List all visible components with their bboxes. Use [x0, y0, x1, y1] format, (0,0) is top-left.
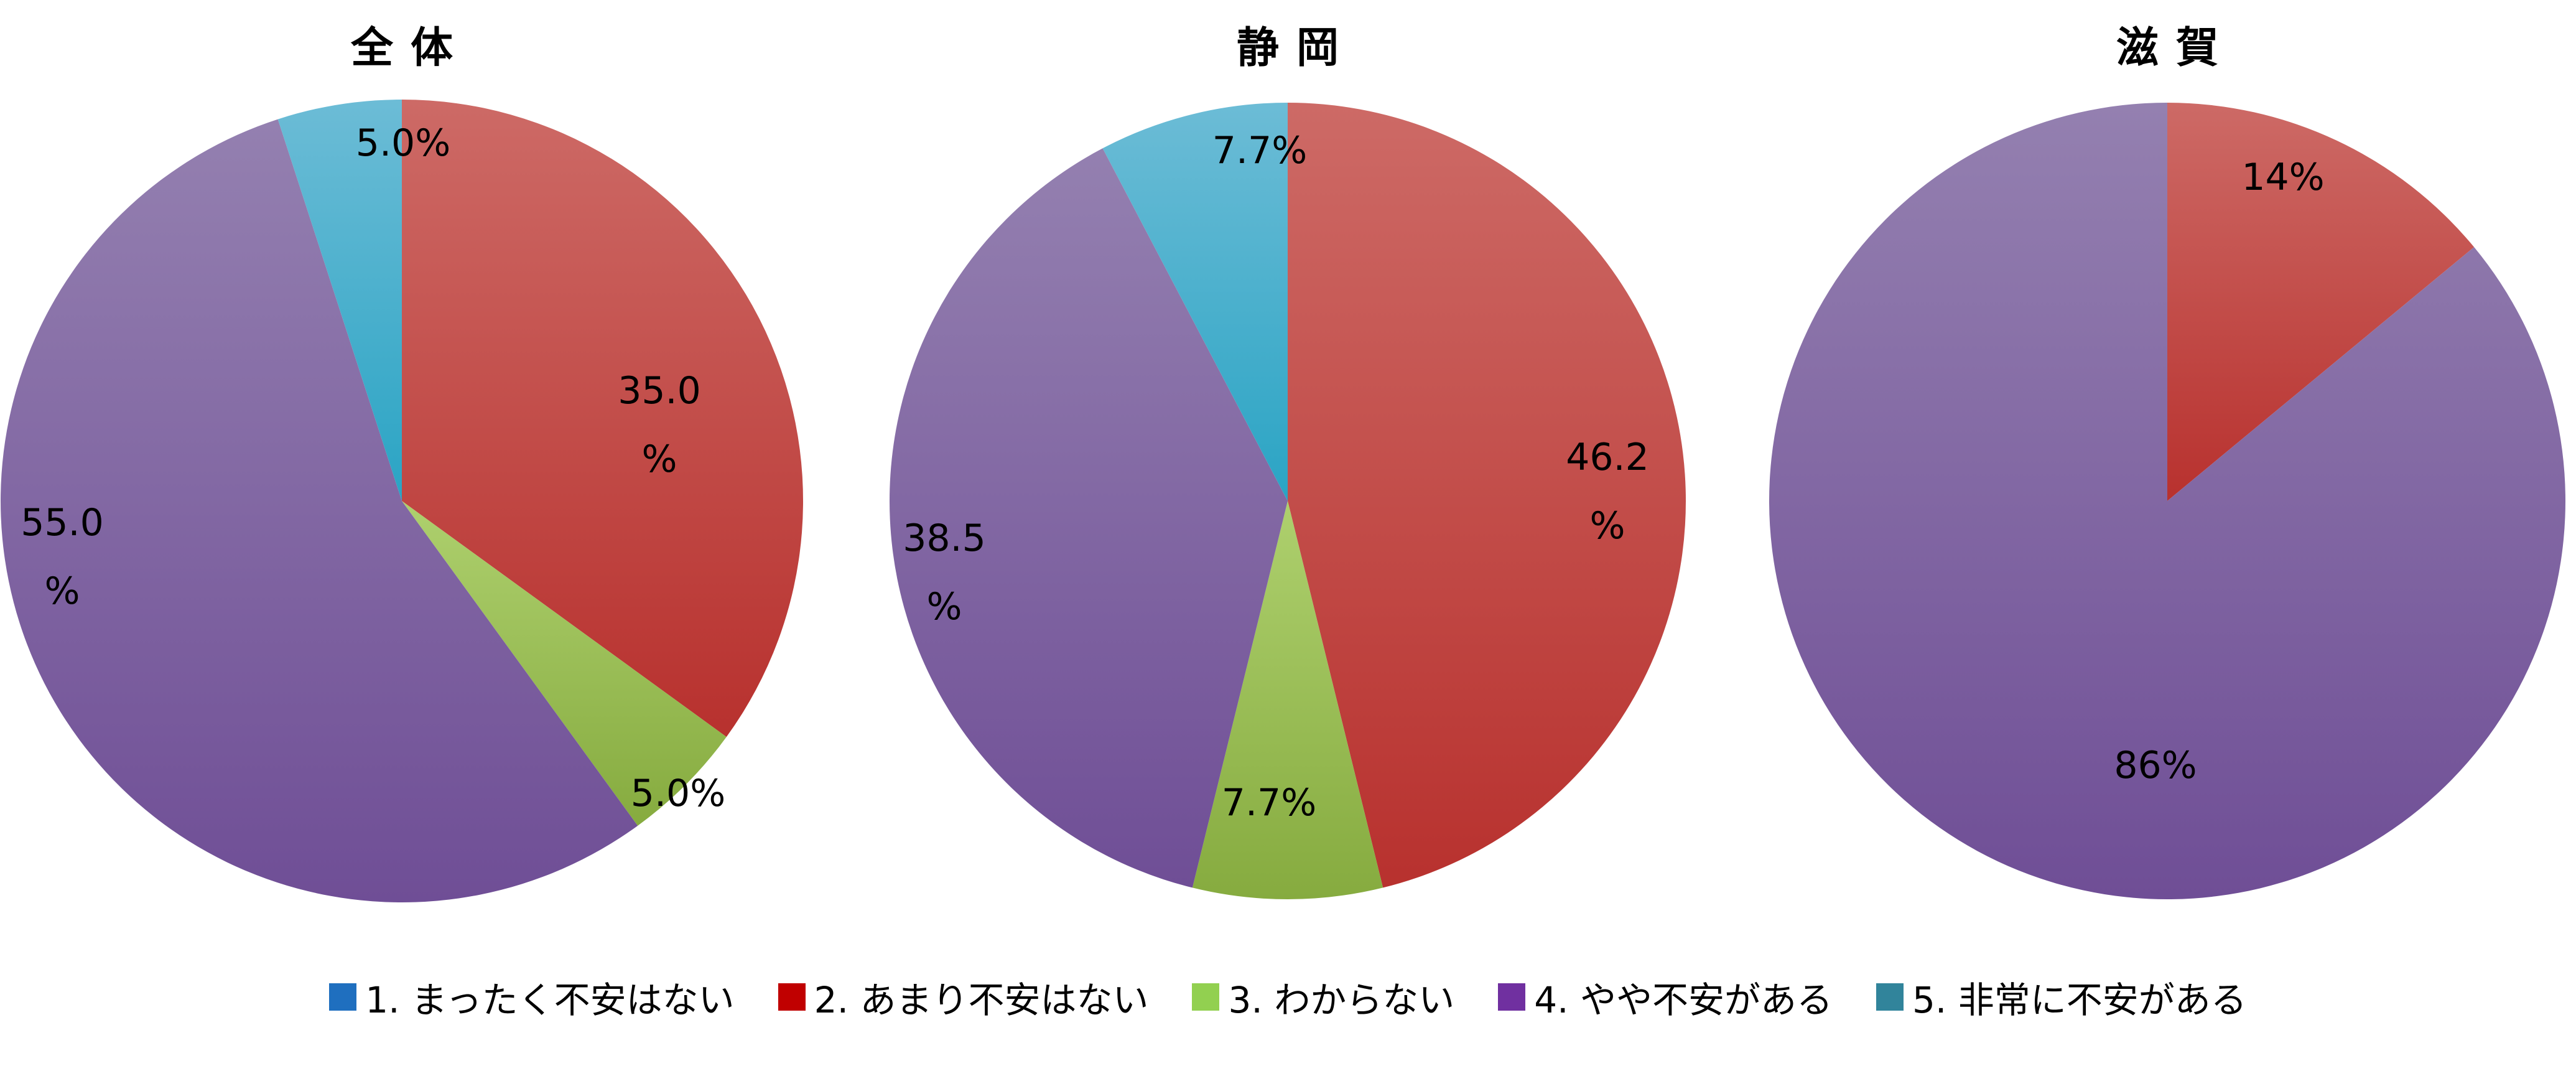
legend-item: 2. あまり不安はない — [778, 971, 1149, 1023]
pie-slice-全体-3 — [402, 501, 727, 826]
pie-slice-静岡-3 — [1192, 501, 1383, 899]
pie-slice-静岡-5 — [1102, 103, 1288, 501]
pie-slice-全体-5 — [277, 100, 402, 501]
legend-item: 1. まったく不安はない — [329, 971, 735, 1023]
pie-chart-1: 全体 35.0 % 5.0% 55.0 % 5.0% — [0, 24, 803, 903]
pie-chart-2: 静岡 46.2 % 7.7% 38.5 % 7.7% — [890, 24, 1686, 899]
data-label: 86% — [2114, 744, 2197, 787]
pie-slice-滋賀-4 — [1769, 103, 2566, 899]
legend-item: 4. やや不安がある — [1498, 971, 1833, 1023]
pie-slice-全体-2 — [402, 100, 803, 737]
pie-chart-3: 滋賀 14% 86% — [1769, 24, 2566, 899]
pie-slice-滋賀-2 — [2167, 103, 2475, 501]
pie-slice-静岡-2 — [1288, 103, 1686, 888]
charts-layer: 全体 35.0 % 5.0% 55.0 % 5.0% 静岡 46.2 % 7.7% 38.5 % 7.7%… — [0, 24, 2566, 903]
chart-title: 静岡 — [1237, 24, 1356, 73]
legend-label: 5. 非常に不安がある — [1912, 979, 2247, 1021]
legend-label: 4. やや不安がある — [1534, 979, 1833, 1021]
legend-swatch — [1498, 983, 1526, 1011]
pie-slice-静岡-4 — [890, 148, 1288, 888]
legend-label: 1. まったく不安はない — [365, 979, 735, 1021]
legend-swatch — [1876, 983, 1904, 1011]
data-label: 14% — [2241, 156, 2324, 199]
legend-swatch — [1192, 983, 1220, 1011]
data-label: 35.0% — [618, 369, 701, 481]
data-label: 38.5% — [903, 517, 986, 629]
data-label: 46.2% — [1566, 436, 1649, 548]
chart-title: 滋賀 — [2116, 24, 2236, 73]
chart-title: 全体 — [350, 24, 470, 73]
pie-slice-全体-4 — [0, 119, 638, 903]
legend-label: 3. わからない — [1228, 979, 1455, 1021]
data-label: 7.7% — [1212, 129, 1307, 172]
chart-legend: 1. まったく不安はない 2. あまり不安はない 3. わからない 4. やや不安があ… — [0, 971, 2576, 1023]
legend-item: 5. 非常に不安がある — [1876, 971, 2247, 1023]
legend-label: 2. あまり不安はない — [814, 979, 1149, 1021]
data-label: 5.0% — [356, 121, 450, 165]
data-label: 7.7% — [1222, 781, 1316, 825]
data-label: 5.0% — [631, 772, 725, 815]
legend-swatch — [778, 983, 806, 1011]
legend-item: 3. わからない — [1192, 971, 1454, 1023]
legend-swatch — [329, 983, 357, 1011]
data-label: 55.0% — [21, 501, 104, 613]
